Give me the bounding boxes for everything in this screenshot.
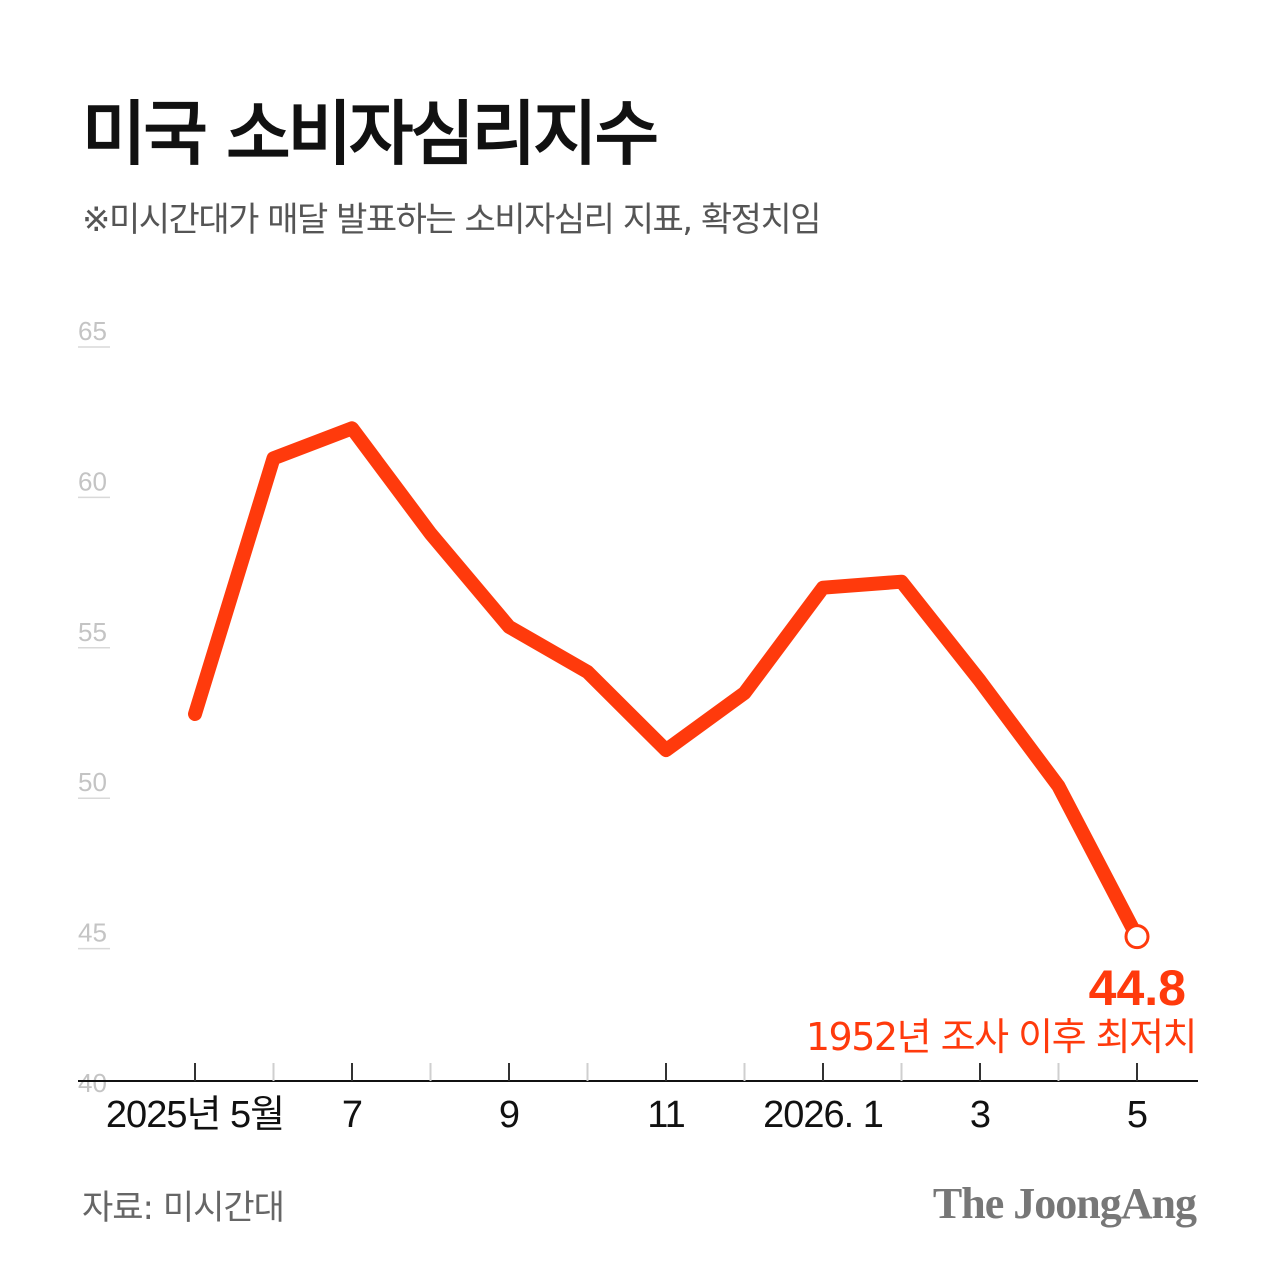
x-tick-label: 5: [1127, 1094, 1147, 1136]
x-axis: 2025년 5월 7 9 11 2026. 1 3 5: [78, 1063, 1198, 1136]
x-tick-label: 2025년 5월: [106, 1094, 284, 1136]
last-value-label: 44.8: [1089, 960, 1186, 1016]
y-tick-label: 65: [78, 316, 107, 346]
y-axis: 40 45 50 55 60 65: [78, 316, 110, 1098]
annotation-note: 1952년 조사 이후 최저치: [806, 1015, 1196, 1059]
y-tick-label: 40: [78, 1068, 107, 1098]
chart-title: 미국 소비자심리지수: [82, 93, 659, 175]
x-tick-label: 3: [970, 1094, 990, 1136]
y-tick-label: 60: [78, 466, 107, 496]
x-tick-label: 9: [499, 1094, 519, 1136]
series-group: [188, 421, 1144, 944]
series-line: [188, 421, 1144, 944]
brand-logo: The JoongAng: [932, 1179, 1197, 1228]
source-note: 자료: 미시간대: [82, 1188, 285, 1228]
chart-subtitle: ※미시간대가 매달 발표하는 소비자심리 지표, 확정치임: [82, 200, 822, 240]
x-tick-label: 7: [342, 1094, 362, 1136]
y-tick-label: 50: [78, 767, 107, 797]
y-tick-label: 55: [78, 617, 107, 647]
x-tick-label: 11: [647, 1094, 684, 1136]
last-point-marker: [1124, 924, 1150, 950]
x-tick-label: 2026. 1: [763, 1094, 883, 1136]
y-tick-label: 45: [78, 918, 107, 948]
